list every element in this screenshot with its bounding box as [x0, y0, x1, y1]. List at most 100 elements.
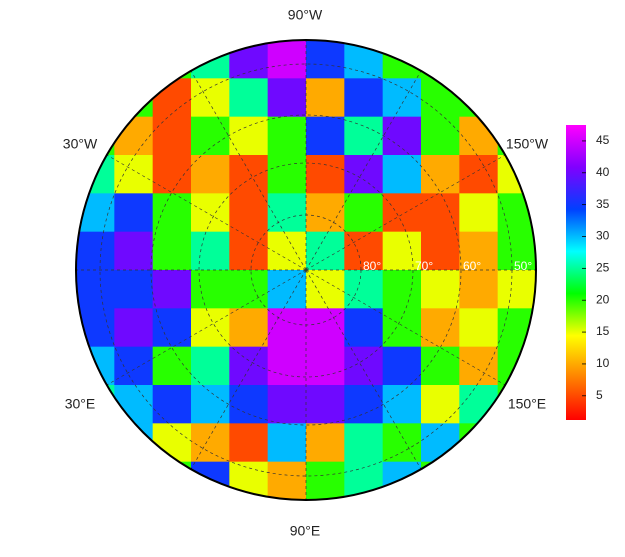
cell	[229, 346, 269, 386]
cell	[459, 78, 499, 118]
meridian	[305, 269, 506, 386]
lon-label: 150°W	[506, 136, 549, 152]
cell	[459, 40, 499, 79]
cell	[114, 308, 154, 348]
cell	[191, 461, 230, 500]
cell	[459, 461, 499, 500]
cell	[382, 346, 422, 386]
colorbar	[566, 125, 586, 420]
cell	[306, 270, 345, 309]
meridian	[106, 269, 307, 386]
cell	[267, 78, 307, 118]
cell	[344, 270, 384, 309]
cell	[421, 385, 460, 424]
cell	[191, 231, 230, 271]
cell	[459, 155, 499, 194]
colorbar-tick-label: 5	[596, 388, 603, 402]
cell	[421, 461, 460, 500]
cell	[191, 193, 230, 233]
cell	[497, 270, 536, 309]
cell	[229, 40, 269, 79]
cell	[76, 155, 115, 194]
cell	[76, 308, 115, 348]
cell	[152, 461, 192, 500]
cell	[114, 155, 154, 194]
cell	[229, 231, 269, 271]
cell	[76, 40, 115, 79]
cell	[267, 231, 307, 271]
cell	[76, 423, 115, 463]
cell	[382, 116, 422, 156]
cell	[267, 193, 307, 233]
map-border	[75, 39, 537, 501]
cell	[459, 231, 499, 271]
cell	[344, 78, 384, 118]
cell	[267, 40, 307, 79]
cell	[382, 461, 422, 500]
cell	[344, 155, 384, 194]
cell	[382, 270, 422, 309]
meridian	[305, 70, 422, 271]
cell	[344, 40, 384, 79]
cell	[229, 423, 269, 463]
cell	[267, 155, 307, 194]
cell	[191, 116, 230, 156]
colorbar-tick-label: 45	[596, 133, 610, 147]
cell	[76, 346, 115, 386]
lon-label: 30°W	[63, 136, 98, 152]
cell	[459, 423, 499, 463]
cell	[76, 231, 115, 271]
cell	[306, 308, 345, 348]
cell	[344, 346, 384, 386]
cell	[421, 270, 460, 309]
lon-label: 150°E	[508, 396, 546, 412]
cell	[382, 231, 422, 271]
cell	[344, 308, 384, 348]
lon-label: 90°W	[288, 7, 323, 23]
cell	[497, 193, 536, 233]
cell	[76, 78, 115, 118]
cell	[306, 155, 345, 194]
lon-label: 30°E	[65, 396, 96, 412]
lat-label: 80°	[363, 259, 381, 273]
cell	[421, 193, 460, 233]
cell	[114, 193, 154, 233]
cell	[152, 270, 192, 309]
cell	[152, 231, 192, 271]
cell	[421, 346, 460, 386]
colorbar-tick-label: 25	[596, 261, 610, 275]
cell	[306, 78, 345, 118]
cell	[306, 461, 345, 500]
cell	[497, 308, 536, 348]
cell	[152, 193, 192, 233]
lat-label: 60°	[463, 259, 481, 273]
colorbar-tick-label: 40	[596, 165, 610, 179]
cell	[382, 40, 422, 79]
cell	[191, 78, 230, 118]
cell	[191, 270, 230, 309]
cell	[152, 308, 192, 348]
cell	[229, 461, 269, 500]
cell	[229, 308, 269, 348]
cell	[344, 385, 384, 424]
colorbar-tick-label: 30	[596, 229, 610, 243]
cell	[76, 193, 115, 233]
cell	[114, 423, 154, 463]
cell	[267, 423, 307, 463]
cell	[459, 308, 499, 348]
cell	[267, 116, 307, 156]
cell	[191, 308, 230, 348]
cell	[152, 116, 192, 156]
cell	[497, 78, 536, 118]
meridian	[106, 154, 307, 271]
lat-label: 50°	[514, 259, 532, 273]
cell	[191, 385, 230, 424]
cell	[229, 155, 269, 194]
cell	[191, 423, 230, 463]
cell	[267, 461, 307, 500]
cell	[229, 78, 269, 118]
cell	[497, 231, 536, 271]
lat-ring	[198, 162, 414, 378]
cell	[497, 461, 536, 500]
